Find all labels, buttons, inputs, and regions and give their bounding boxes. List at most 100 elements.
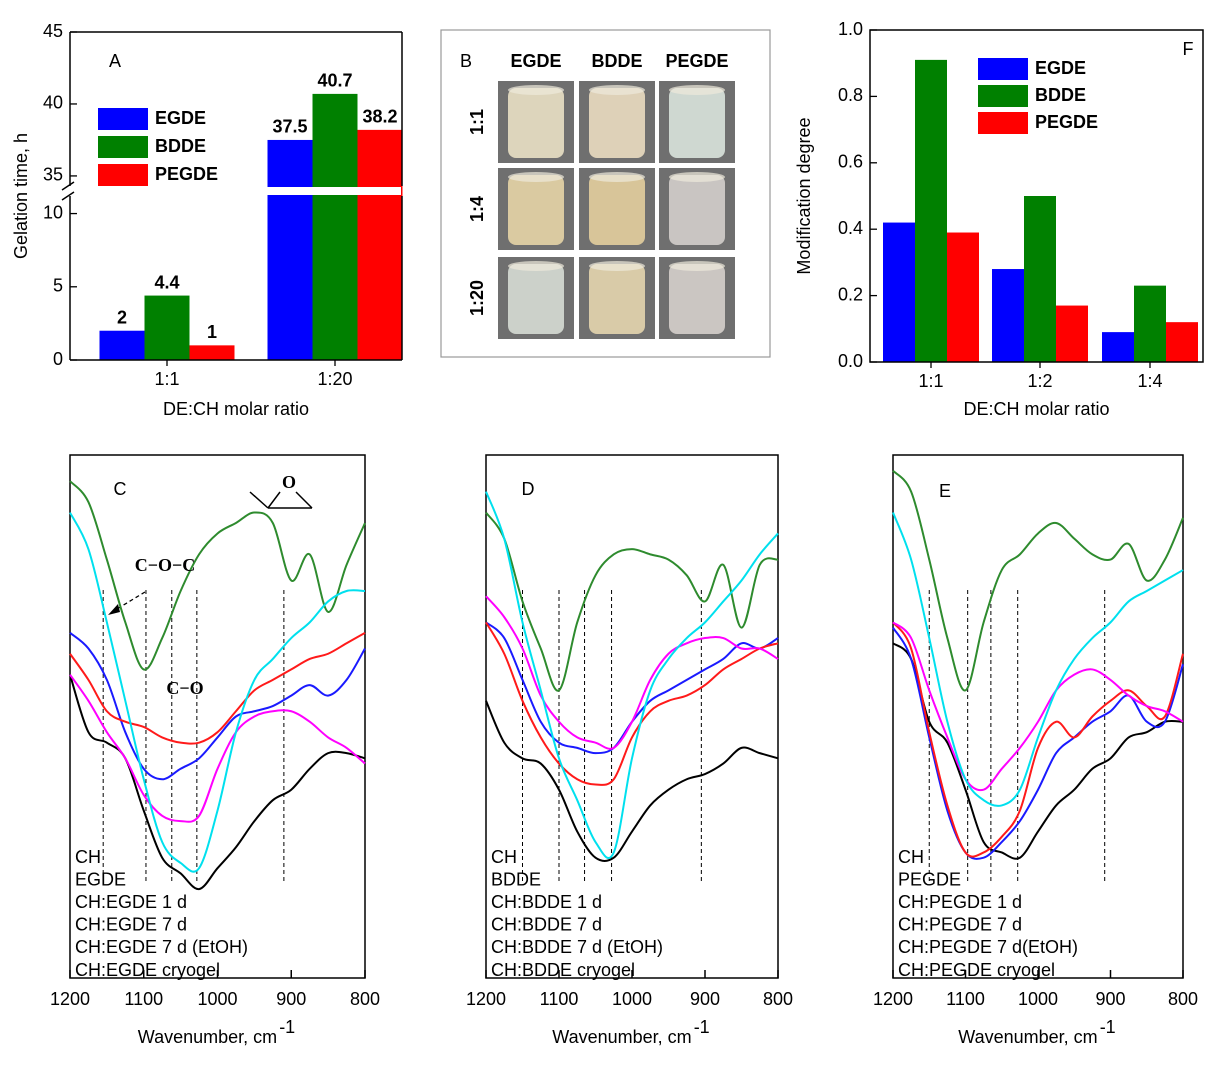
y-tick-label: 0.6 — [838, 152, 863, 172]
legend-label: CH:PEGDE 7 d(EtOH) — [898, 937, 1078, 957]
gel-sample — [589, 88, 645, 158]
bar — [144, 295, 190, 360]
spectrum-line — [892, 621, 1184, 792]
gel-top — [669, 85, 725, 95]
value-label: 4.4 — [154, 272, 179, 292]
x-tick-label: 1:4 — [1137, 371, 1162, 391]
spectrum-line — [892, 642, 1184, 860]
bar — [1024, 196, 1056, 362]
x-axis-label: Wavenumber, cm — [138, 1027, 277, 1047]
x-tick-label: 1000 — [612, 989, 652, 1009]
legend-label: CH:BDDE 1 d — [491, 892, 602, 912]
bar — [992, 269, 1024, 362]
y-axis-label: Modification degree — [794, 117, 814, 274]
y-axis-label: Gelation time, h — [11, 133, 31, 259]
annotation: C−O−C — [135, 555, 196, 575]
x-tick-label: 1100 — [540, 989, 579, 1009]
y-tick-label: 0.0 — [838, 351, 863, 371]
x-tick-label: 1000 — [1018, 989, 1058, 1009]
annotation: C−O — [166, 678, 203, 698]
legend-label: CH:PEGDE cryogel — [898, 960, 1055, 980]
spectrum-line — [892, 512, 1184, 807]
gel-top — [589, 172, 645, 182]
gel-top — [669, 261, 725, 271]
y-tick-label: 0.2 — [838, 284, 863, 304]
spectrum-line — [69, 674, 366, 823]
panel-label: F — [1183, 39, 1194, 59]
legend-label: EGDE — [75, 869, 126, 889]
legend-label: CH — [491, 847, 517, 867]
y-tick-label: 45 — [43, 21, 63, 41]
x-tick-label: 1100 — [946, 989, 985, 1009]
legend-label: CH:PEGDE 7 d — [898, 915, 1022, 935]
annotation: O — [282, 472, 296, 492]
legend-label: BDDE — [1035, 85, 1086, 105]
spectrum-line — [69, 512, 366, 873]
x-axis-label: Wavenumber, cm — [958, 1027, 1097, 1047]
column-header: PEGDE — [665, 51, 728, 71]
gel-top — [669, 172, 725, 182]
gel-top — [589, 261, 645, 271]
y-tick-label: 0 — [53, 349, 63, 369]
legend-label: CH:EGDE 1 d — [75, 892, 187, 912]
arrow-head — [108, 604, 120, 615]
axis-break-mark — [61, 191, 75, 201]
legend-label: BDDE — [155, 136, 206, 156]
gel-sample — [669, 175, 725, 245]
gel-sample — [508, 175, 564, 245]
x-axis-label: Wavenumber, cm — [552, 1027, 691, 1047]
y-tick-label: 40 — [43, 93, 63, 113]
bar — [312, 93, 358, 360]
bar — [99, 330, 145, 360]
x-tick-label: 1:20 — [317, 369, 352, 389]
legend-label: CH:BDDE 7 d (EtOH) — [491, 937, 663, 957]
y-tick-label: 1.0 — [838, 19, 863, 39]
legend-swatch — [978, 85, 1028, 107]
gel-sample — [508, 88, 564, 158]
x-axis-label-sup: -1 — [694, 1017, 710, 1037]
legend-label: EGDE — [1035, 58, 1086, 78]
gel-sample — [508, 264, 564, 334]
plot-frame — [869, 29, 1204, 363]
legend-label: CH:BDDE cryogel — [491, 960, 635, 980]
legend-swatch — [978, 58, 1028, 80]
bar — [915, 59, 947, 362]
spectrum-line — [485, 621, 779, 786]
x-tick-label: 800 — [1168, 989, 1198, 1009]
axis-break-mark — [61, 181, 75, 191]
x-tick-label: 1:1 — [154, 369, 179, 389]
legend-label: PEGDE — [898, 869, 961, 889]
legend-label: CH:EGDE 7 d (EtOH) — [75, 937, 248, 957]
x-axis-label-sup: -1 — [279, 1017, 295, 1037]
legend-label: BDDE — [491, 869, 541, 889]
gel-sample — [669, 88, 725, 158]
x-tick-label: 1200 — [50, 989, 90, 1009]
x-axis-label-sup: -1 — [1100, 1017, 1116, 1037]
value-label: 38.2 — [362, 107, 397, 127]
x-tick-label: 800 — [763, 989, 793, 1009]
panel-label: D — [522, 479, 535, 499]
value-label: 40.7 — [317, 71, 352, 91]
row-header: 1:20 — [467, 280, 487, 316]
spectrum-line — [485, 491, 779, 859]
bar — [1056, 305, 1088, 362]
x-axis-label: DE:CH molar ratio — [163, 399, 309, 419]
y-tick-label: 0.8 — [838, 85, 863, 105]
row-header: 1:4 — [467, 196, 487, 222]
gel-sample — [589, 264, 645, 334]
gel-top — [589, 85, 645, 95]
value-label: 37.5 — [272, 117, 307, 137]
y-tick-label: 10 — [43, 202, 63, 222]
axis-break-gap — [58, 187, 401, 195]
panel-label: B — [460, 51, 472, 71]
legend-label: EGDE — [155, 108, 206, 128]
legend-swatch — [98, 136, 148, 158]
x-tick-label: 800 — [350, 989, 380, 1009]
spectrum-line — [69, 631, 366, 745]
legend-swatch — [98, 164, 148, 186]
x-tick-label: 900 — [276, 989, 306, 1009]
x-tick-label: 1:2 — [1027, 371, 1052, 391]
panel-label: E — [939, 481, 951, 501]
column-header: EGDE — [510, 51, 561, 71]
